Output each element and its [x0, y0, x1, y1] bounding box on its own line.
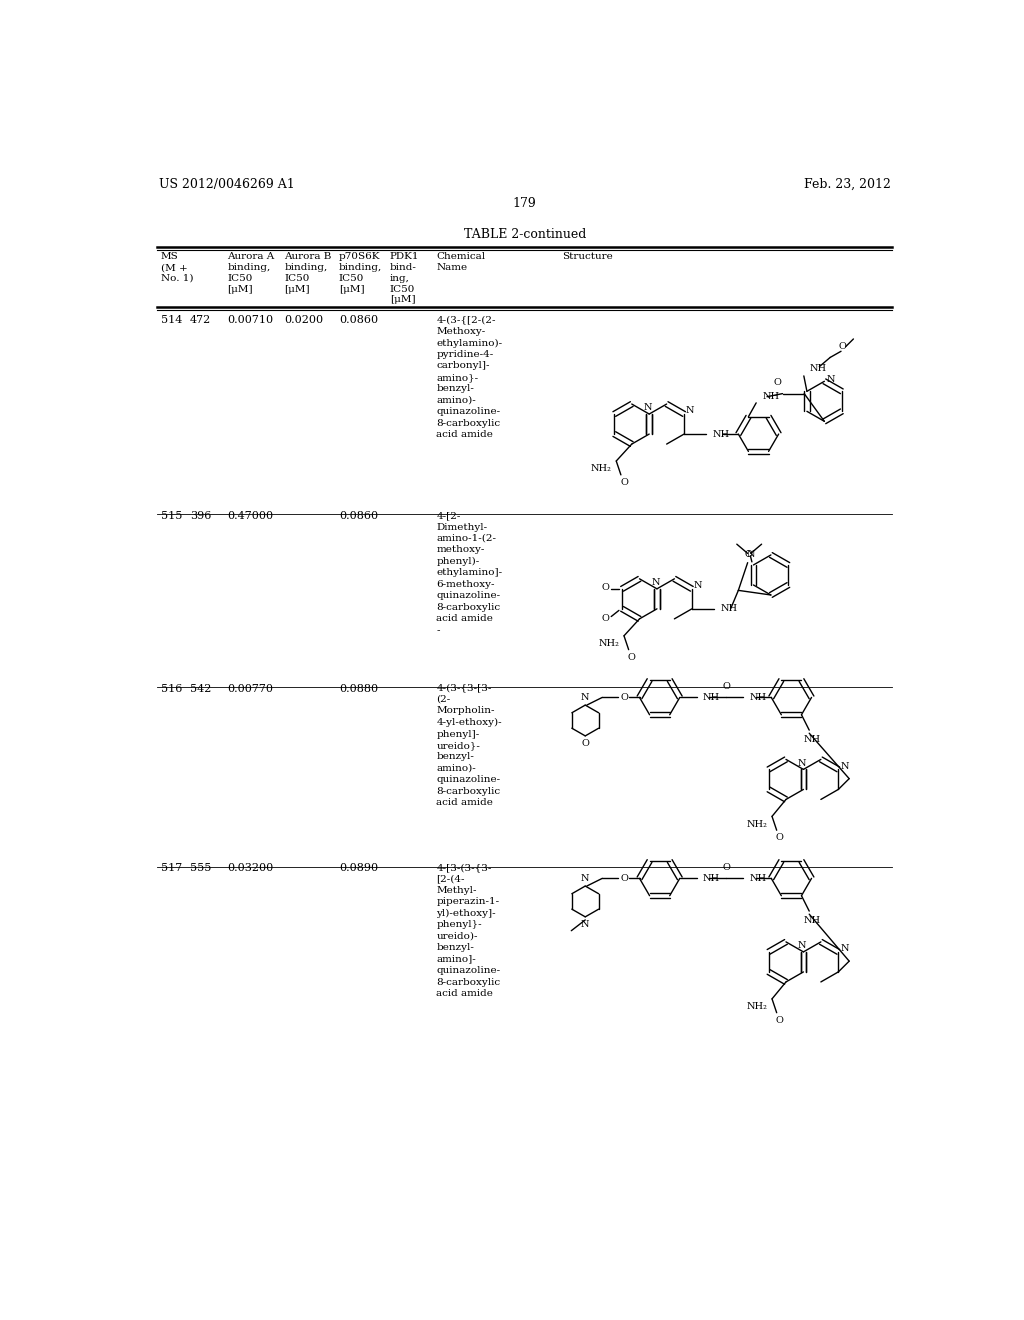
Text: O: O	[774, 379, 781, 387]
Text: N: N	[841, 944, 849, 953]
Text: p70S6K
binding,
IC50
[μM]: p70S6K binding, IC50 [μM]	[339, 252, 382, 293]
Text: 514: 514	[161, 315, 182, 326]
Text: Aurora A
binding,
IC50
[μM]: Aurora A binding, IC50 [μM]	[227, 252, 274, 293]
Text: N: N	[581, 874, 590, 883]
Text: N: N	[694, 581, 702, 590]
Text: O: O	[722, 863, 730, 873]
Text: 0.00710: 0.00710	[227, 315, 273, 326]
Text: Aurora B
binding,
IC50
[μM]: Aurora B binding, IC50 [μM]	[285, 252, 332, 293]
Text: O: O	[621, 693, 628, 702]
Text: O: O	[628, 653, 636, 661]
Text: NH: NH	[804, 916, 821, 925]
Text: N: N	[798, 941, 806, 950]
Text: NH: NH	[750, 693, 767, 702]
Text: NH₂: NH₂	[746, 1002, 767, 1011]
Text: 472: 472	[190, 315, 211, 326]
Text: PDK1
bind-
ing,
IC50
[μM]: PDK1 bind- ing, IC50 [μM]	[390, 252, 420, 305]
Text: O: O	[621, 874, 628, 883]
Text: N: N	[581, 920, 590, 929]
Text: TABLE 2-continued: TABLE 2-continued	[464, 227, 586, 240]
Text: Feb. 23, 2012: Feb. 23, 2012	[804, 178, 891, 190]
Text: N: N	[798, 759, 806, 768]
Text: 0.03200: 0.03200	[227, 863, 273, 873]
Text: NH: NH	[703, 874, 720, 883]
Text: 0.00770: 0.00770	[227, 684, 273, 693]
Text: NH₂: NH₂	[591, 465, 611, 473]
Text: NH: NH	[713, 429, 730, 438]
Text: O: O	[602, 614, 609, 623]
Text: N: N	[651, 578, 659, 587]
Text: O: O	[839, 342, 847, 351]
Text: O: O	[776, 1016, 783, 1024]
Text: O: O	[602, 583, 609, 591]
Text: 515: 515	[161, 511, 182, 521]
Text: NH: NH	[804, 735, 821, 744]
Text: NH₂: NH₂	[746, 820, 767, 829]
Text: N: N	[746, 550, 755, 560]
Text: NH: NH	[763, 392, 779, 401]
Text: N: N	[581, 693, 590, 702]
Text: 4-(3-{3-[3-
(2-
Morpholin-
4-yl-ethoxy)-
phenyl]-
ureido}-
benzyl-
amino)-
quina: 4-(3-{3-[3- (2- Morpholin- 4-yl-ethoxy)-…	[436, 684, 502, 808]
Text: O: O	[776, 833, 783, 842]
Text: 0.0880: 0.0880	[339, 684, 378, 693]
Text: Structure: Structure	[562, 252, 612, 261]
Text: N: N	[643, 404, 652, 412]
Text: 555: 555	[190, 863, 211, 873]
Text: NH: NH	[703, 693, 720, 702]
Text: US 2012/0046269 A1: US 2012/0046269 A1	[159, 178, 295, 190]
Text: 4-[2-
Dimethyl-
amino-1-(2-
methoxy-
phenyl)-
ethylamino]-
6-methoxy-
quinazolin: 4-[2- Dimethyl- amino-1-(2- methoxy- phe…	[436, 511, 503, 635]
Text: NH: NH	[750, 874, 767, 883]
Text: 542: 542	[190, 684, 211, 693]
Text: 0.0860: 0.0860	[339, 315, 378, 326]
Text: Chemical
Name: Chemical Name	[436, 252, 485, 272]
Text: 0.47000: 0.47000	[227, 511, 273, 521]
Text: NH: NH	[810, 364, 827, 372]
Text: O: O	[582, 739, 589, 748]
Text: NH: NH	[721, 605, 737, 614]
Text: N: N	[841, 762, 849, 771]
Text: 0.0200: 0.0200	[285, 315, 324, 326]
Text: 179: 179	[513, 197, 537, 210]
Text: O: O	[744, 549, 753, 558]
Text: 4-[3-(3-{3-
[2-(4-
Methyl-
piperazin-1-
yl)-ethoxy]-
phenyl}-
ureido)-
benzyl-
a: 4-[3-(3-{3- [2-(4- Methyl- piperazin-1- …	[436, 863, 501, 998]
Text: 517: 517	[161, 863, 182, 873]
Text: N: N	[686, 407, 694, 416]
Text: MS
(M +
No. 1): MS (M + No. 1)	[161, 252, 194, 282]
Text: 396: 396	[190, 511, 211, 521]
Text: N: N	[826, 375, 835, 384]
Text: O: O	[722, 682, 730, 692]
Text: NH₂: NH₂	[598, 639, 620, 648]
Text: 0.0890: 0.0890	[339, 863, 378, 873]
Text: 0.0860: 0.0860	[339, 511, 378, 521]
Text: 4-(3-{[2-(2-
Methoxy-
ethylamino)-
pyridine-4-
carbonyl]-
amino}-
benzyl-
amino): 4-(3-{[2-(2- Methoxy- ethylamino)- pyrid…	[436, 315, 503, 440]
Text: O: O	[621, 478, 628, 487]
Text: 516: 516	[161, 684, 182, 693]
